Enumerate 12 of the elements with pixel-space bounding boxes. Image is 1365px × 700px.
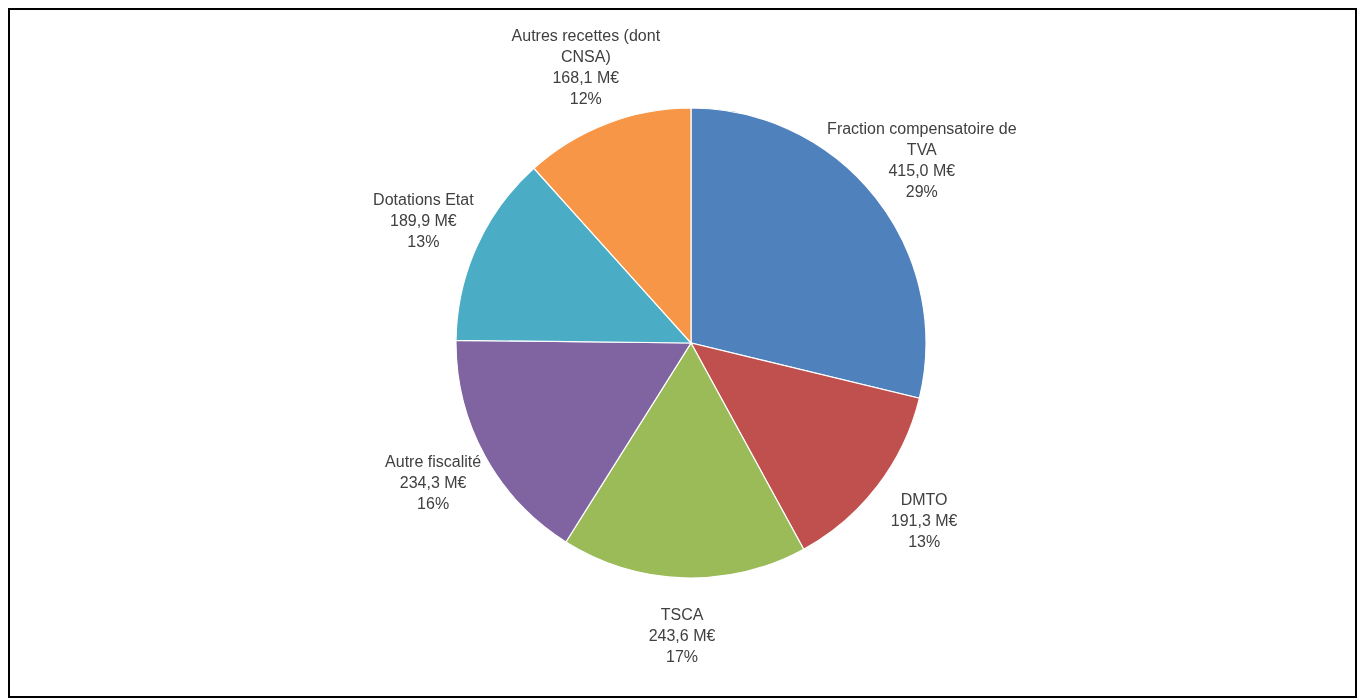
slice-label: DMTO: [900, 490, 948, 508]
data-label: 189,9 M€ 13%: [390, 212, 457, 251]
data-label: 415,0 M€ 29%: [888, 162, 956, 201]
slice-label: Fraction compensatoire de TVA: [827, 120, 1017, 159]
slice-label: Dotations Etat: [373, 191, 475, 209]
data-label: 191,3 M€ 13%: [890, 511, 958, 550]
data-label: 168,1 M€ 12%: [552, 69, 620, 108]
data-label: 234,3 M€ 16%: [399, 473, 467, 512]
slice-label: Autre fiscalité: [385, 452, 482, 470]
slice-label: Autres recettes (dont CNSA): [511, 27, 661, 66]
slice-label: TSCA: [660, 605, 704, 623]
data-label: 243,6 M€ 17%: [648, 626, 716, 665]
